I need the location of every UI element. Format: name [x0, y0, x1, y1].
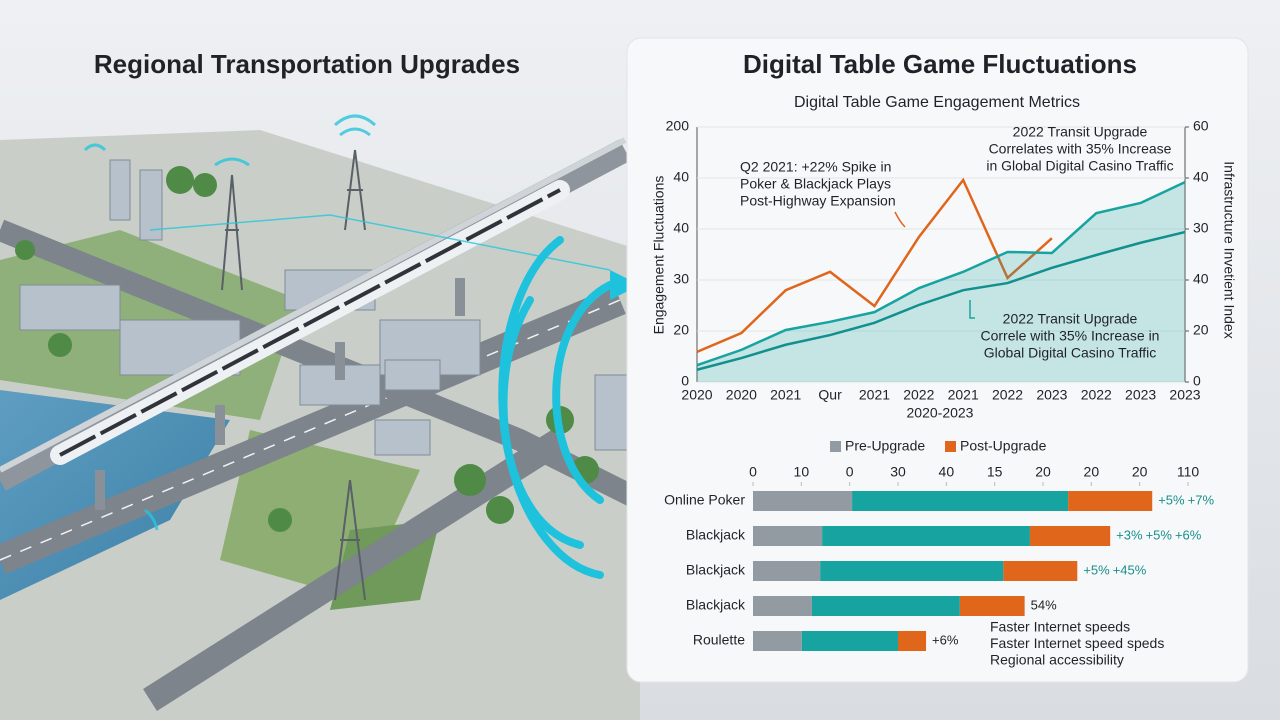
- row-note: +5%: [1083, 562, 1110, 577]
- x-tick-label: 2023: [1169, 387, 1200, 403]
- x-tick-label: 2020: [726, 387, 757, 403]
- bar-segment: [959, 596, 1025, 616]
- category-label: Online Poker: [664, 492, 745, 508]
- bar-segment: [753, 526, 823, 546]
- bar-segment: [801, 631, 898, 651]
- note: Faster Internet speeds: [990, 619, 1130, 635]
- x-tick-label: 2021: [859, 387, 890, 403]
- x-tick-label: 2022: [903, 387, 934, 403]
- category-label: Blackjack: [686, 597, 746, 613]
- page-title: Regional Transportation Upgrades: [94, 49, 520, 79]
- annotation: Correle with 35% Increase in: [981, 328, 1160, 344]
- x-tick-label: 2022: [1081, 387, 1112, 403]
- x-tick-label: Qur: [818, 387, 842, 403]
- note: Faster Internet speed speds: [990, 635, 1164, 651]
- x-axis-title: 2020-2023: [907, 405, 974, 421]
- annotation-arrow: [894, 211, 906, 228]
- row-note: +45%: [1113, 562, 1147, 577]
- legend-swatch: [830, 441, 841, 452]
- line-chart: Digital Table Game Engagement Metrics020…: [651, 94, 1238, 420]
- x-tick-label: 0: [846, 464, 854, 480]
- bar-segment: [1003, 561, 1078, 581]
- row-note: +3%: [1116, 527, 1143, 542]
- line: [696, 177, 1053, 354]
- x-tick-label: 20: [1035, 464, 1051, 480]
- y-axis-title: Engagement Fluctuations: [651, 176, 667, 335]
- y-tick-label: 40: [673, 169, 689, 185]
- annotation: Global Digital Casino Traffic: [984, 345, 1156, 361]
- x-tick-label: 20: [1132, 464, 1148, 480]
- x-tick-label: 0: [749, 464, 757, 480]
- city-illustration: [0, 114, 662, 720]
- bar-segment: [820, 561, 1004, 581]
- y-tick-label: 200: [666, 118, 690, 134]
- x-tick-label: 110: [1177, 464, 1200, 480]
- row-note: +6%: [932, 632, 959, 647]
- panel-title: Digital Table Game Fluctuations: [743, 49, 1137, 79]
- row-note: +6%: [1175, 527, 1202, 542]
- x-tick-label: 2021: [770, 387, 801, 403]
- annotation: 2022 Transit Upgrade: [1003, 311, 1138, 327]
- bar-segment: [753, 631, 802, 651]
- x-tick-label: 2022: [992, 387, 1023, 403]
- y2-tick-label: 40: [1193, 169, 1209, 185]
- x-tick-label: 20: [1084, 464, 1100, 480]
- row-note: 54%: [1031, 597, 1057, 612]
- legend-swatch: [945, 441, 956, 452]
- chart-panel: [626, 37, 1249, 683]
- legend-label: Post-Upgrade: [960, 438, 1047, 454]
- bar-segment: [1029, 526, 1111, 546]
- x-tick-label: 10: [794, 464, 810, 480]
- x-tick-label: 2023: [1125, 387, 1156, 403]
- row-note: +5%: [1146, 527, 1173, 542]
- y-tick-label: 0: [681, 373, 689, 389]
- y2-tick-label: 40: [1193, 271, 1209, 287]
- bar-segment: [753, 596, 812, 616]
- annotation: Q2 2021: +22% Spike in: [740, 159, 891, 175]
- row-note: +7%: [1188, 492, 1215, 507]
- note: Regional accessibility: [990, 652, 1124, 668]
- y2-tick-label: 30: [1193, 220, 1209, 236]
- bar-segment: [822, 526, 1030, 546]
- bar-segment: [753, 561, 821, 581]
- y-tick-label: 30: [673, 271, 689, 287]
- line: [696, 180, 1186, 367]
- line: [696, 230, 1186, 371]
- row-note: +5%: [1158, 492, 1185, 507]
- x-tick-label: 2020: [681, 387, 712, 403]
- category-label: Blackjack: [686, 527, 746, 543]
- bar-segment: [898, 631, 927, 651]
- chart-title: Digital Table Game Engagement Metrics: [794, 94, 1080, 111]
- x-tick-label: 30: [890, 464, 906, 480]
- y2-axis-title: Infrastructure Invetient Index: [1221, 161, 1237, 338]
- category-label: Roulette: [693, 632, 745, 648]
- y2-tick-label: 0: [1193, 373, 1201, 389]
- annotation-arrow: [969, 300, 975, 319]
- bar-segment: [852, 491, 1069, 511]
- x-tick-label: 2023: [1036, 387, 1067, 403]
- annotation: Poker & Blackjack Plays: [740, 176, 891, 192]
- x-tick-label: 2021: [948, 387, 979, 403]
- x-tick-label: 40: [939, 464, 955, 480]
- category-label: Blackjack: [686, 562, 746, 578]
- area: [697, 182, 1185, 382]
- y2-tick-label: 20: [1193, 322, 1209, 338]
- bar-segment: [753, 491, 853, 511]
- bar-chart: Pre-Upgrade Post-Upgrade 0 10 0 30 40 15 20 20 20 1…: [664, 438, 1214, 668]
- annotation: 2022 Transit Upgrade: [1013, 124, 1148, 140]
- legend-label: Pre-Upgrade: [845, 438, 925, 454]
- x-tick-label: 15: [987, 464, 1003, 480]
- annotation: Correlates with 35% Increase: [989, 141, 1172, 157]
- y2-tick-label: 60: [1193, 118, 1209, 134]
- bar-segment: [1068, 491, 1153, 511]
- annotation: in Global Digital Casino Traffic: [986, 158, 1173, 174]
- y-tick-label: 20: [673, 322, 689, 338]
- annotation: Post-Highway Expansion: [740, 193, 896, 209]
- y-tick-label: 40: [673, 220, 689, 236]
- bar-segment: [811, 596, 960, 616]
